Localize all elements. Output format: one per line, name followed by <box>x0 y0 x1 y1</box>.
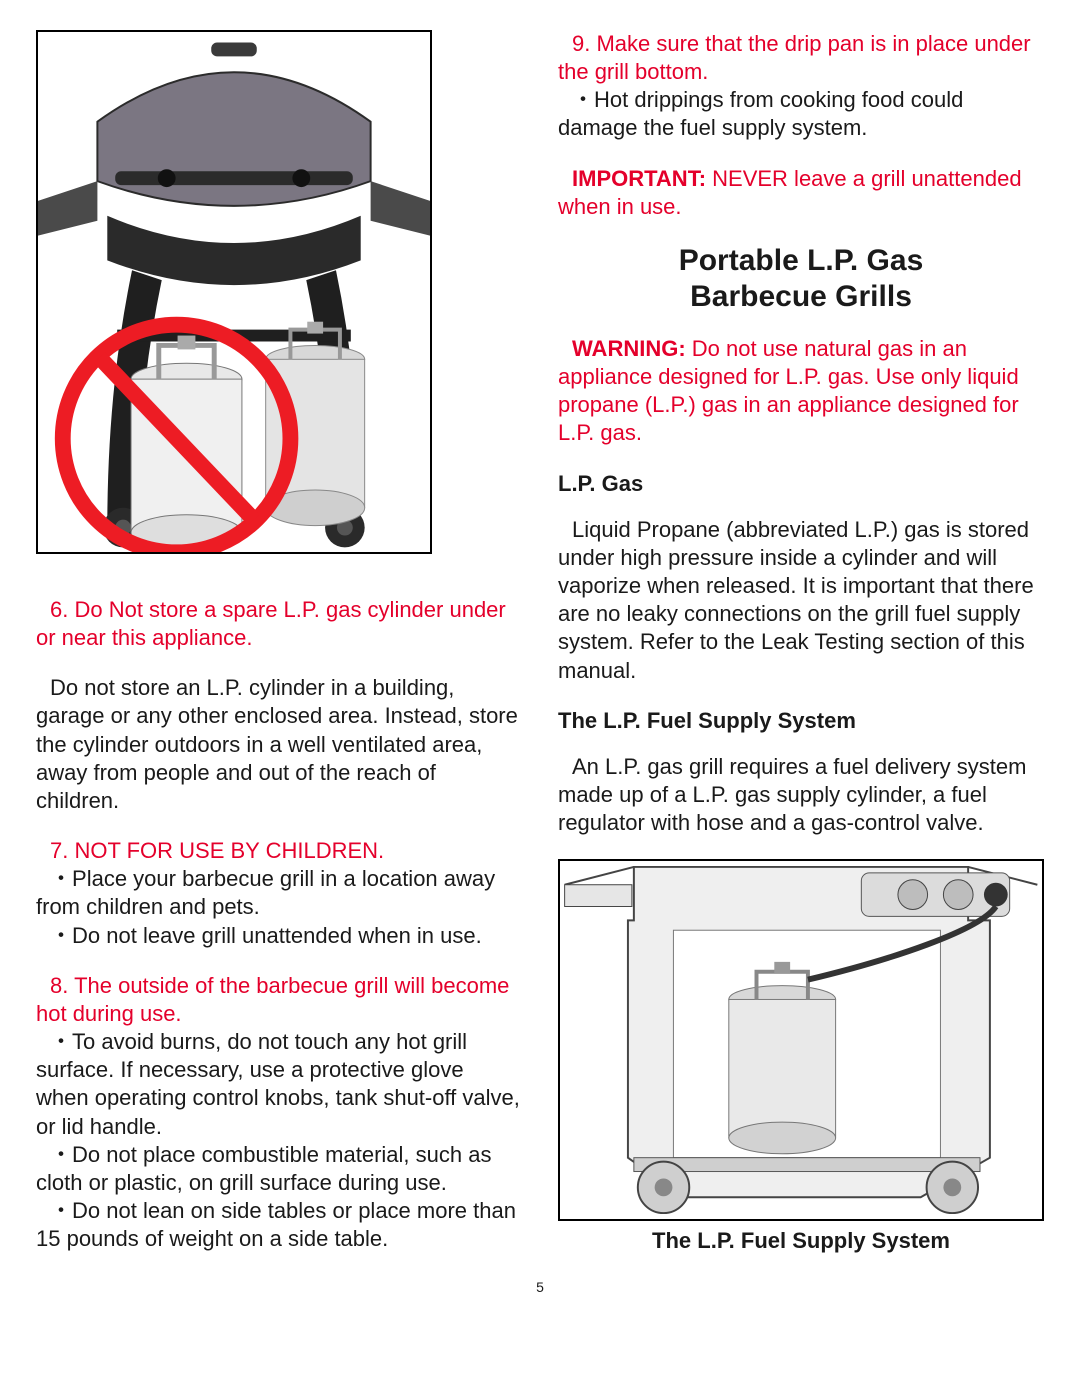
warning-label: WARNING: <box>572 336 686 361</box>
item-8-bullet-2: Do not place combustible material, such … <box>36 1141 522 1197</box>
subhead-fuel-supply: The L.P. Fuel Supply System <box>558 707 1044 735</box>
item-6-warning: 6. Do Not store a spare L.P. gas cylinde… <box>36 596 522 652</box>
important-note: IMPORTANT: NEVER leave a grill unattende… <box>558 165 1044 221</box>
section-title-line1: Portable L.P. Gas <box>679 244 924 277</box>
right-column: 9. Make sure that the drip pan is in pla… <box>558 30 1044 1255</box>
section-title-line2: Barbecue Grills <box>690 280 912 313</box>
grill-illustration-svg <box>38 32 430 552</box>
left-column: 6. Do Not store a spare L.P. gas cylinde… <box>36 30 522 1255</box>
subhead-lp-gas: L.P. Gas <box>558 470 1044 498</box>
item-7-bullet-2: Do not leave grill unattended when in us… <box>36 922 522 950</box>
fuel-supply-body: An L.P. gas grill requires a fuel delive… <box>558 753 1044 837</box>
item-7-bullet-1: Place your barbecue grill in a location … <box>36 865 522 921</box>
page-number: 5 <box>36 1279 1044 1297</box>
item-6-body: Do not store an L.P. cylinder in a build… <box>36 674 522 815</box>
figure-fuel-supply-system <box>558 859 1044 1221</box>
item-7-warning: 7. NOT FOR USE BY CHILDREN. <box>36 837 522 865</box>
item-9-warning: 9. Make sure that the drip pan is in pla… <box>558 30 1044 86</box>
item-8-warning: 8. The outside of the barbecue grill wil… <box>36 972 522 1028</box>
warning-natural-gas: WARNING: Do not use natural gas in an ap… <box>558 335 1044 448</box>
item-8-bullet-3: Do not lean on side tables or place more… <box>36 1197 522 1253</box>
item-9-bullet-1: Hot drippings from cooking food could da… <box>558 86 1044 142</box>
figure-grill-no-spare-cylinder <box>36 30 432 554</box>
section-title: Portable L.P. Gas Barbecue Grills <box>558 243 1044 315</box>
fuel-supply-svg <box>560 861 1042 1219</box>
item-8-bullet-1: To avoid burns, do not touch any hot gri… <box>36 1028 522 1141</box>
important-label: IMPORTANT: <box>572 166 706 191</box>
figure-caption: The L.P. Fuel Supply System <box>558 1227 1044 1255</box>
lp-gas-body: Liquid Propane (abbreviated L.P.) gas is… <box>558 516 1044 685</box>
